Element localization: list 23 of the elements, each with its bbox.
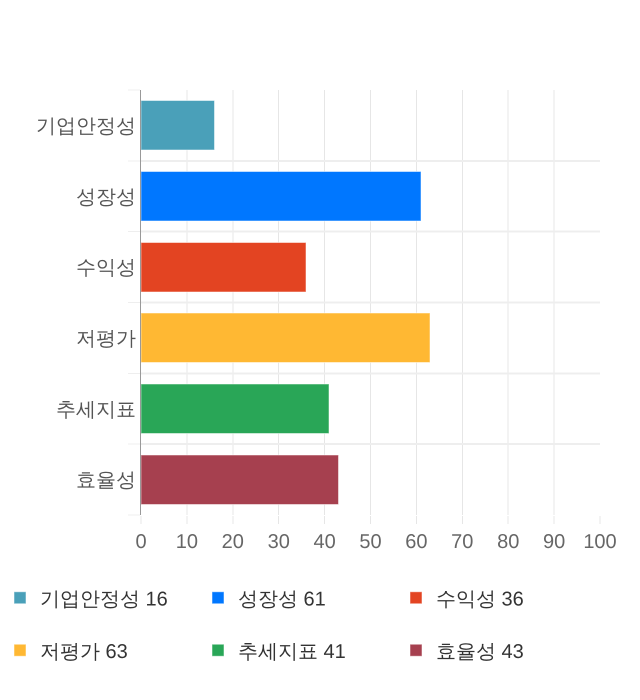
x-tick-label: 60 [405,531,428,553]
y-tick-label: 수익성 [76,257,136,280]
legend-label: 기업안정성 16 [40,588,168,611]
y-tick-label: 기업안정성 [36,115,136,138]
x-tick-label: 70 [451,531,474,553]
x-tick-label: 50 [359,531,382,553]
x-tick-label: 30 [268,531,290,553]
legend-label: 수익성 36 [436,588,524,611]
y-tick-label: 추세지표 [56,398,136,421]
legend-label: 추세지표 41 [238,641,346,664]
y-tick-label: 효율성 [76,470,136,492]
x-tick-label: 10 [176,531,198,553]
x-tick-label: 40 [313,531,336,553]
x-tick-label: 80 [497,531,520,553]
y-tick-label: 저평가 [76,328,136,350]
legend-label: 효율성 43 [436,641,524,664]
y-tick-label: 성장성 [76,186,136,208]
x-tick-label: 100 [583,531,617,553]
x-tick-label: 90 [542,531,566,553]
x-tick-label: 0 [135,531,147,553]
x-tick-label: 20 [222,531,244,553]
legend-label: 저평가 63 [40,641,128,664]
legend-label: 성장성 61 [238,588,326,611]
